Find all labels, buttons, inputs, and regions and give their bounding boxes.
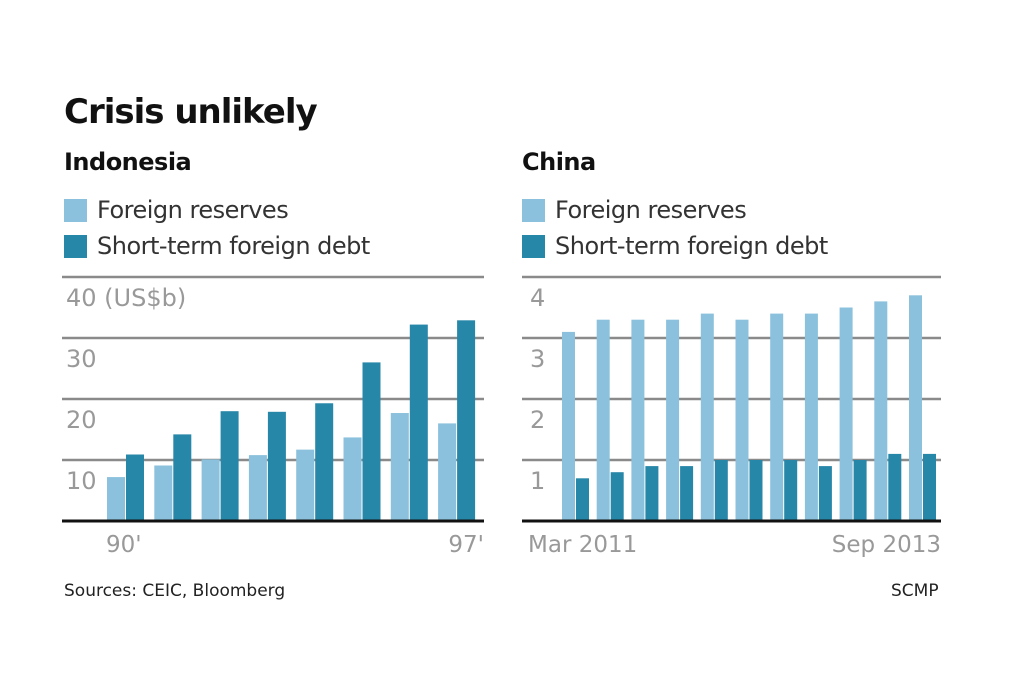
bar-reserves bbox=[770, 313, 784, 521]
bar-reserves bbox=[390, 413, 409, 521]
x-tick-label: 97' bbox=[448, 532, 484, 558]
bar-reserves bbox=[874, 301, 888, 521]
bar-debt bbox=[315, 403, 334, 521]
x-tick-label: 90' bbox=[106, 532, 142, 558]
legend-item-reserves: Foreign reserves bbox=[522, 196, 747, 224]
subtitle-indonesia: Indonesia bbox=[64, 148, 192, 176]
y-tick-label: 40 (US$b) bbox=[66, 284, 186, 312]
bar-reserves bbox=[596, 319, 610, 521]
bar-debt bbox=[409, 324, 428, 521]
legend-swatch bbox=[64, 198, 87, 222]
bar-debt bbox=[923, 453, 936, 521]
bar-reserves bbox=[343, 437, 362, 521]
legend-item-debt: Short-term foreign debt bbox=[64, 232, 370, 260]
bar-debt bbox=[362, 362, 381, 521]
bar-debt bbox=[645, 466, 659, 521]
legend-swatch bbox=[522, 198, 545, 222]
legend-label: Foreign reserves bbox=[555, 196, 747, 224]
subtitle-china: China bbox=[522, 148, 596, 176]
bar-reserves bbox=[107, 477, 125, 521]
bar-debt bbox=[818, 466, 832, 521]
bar-debt bbox=[576, 478, 589, 521]
bar-debt bbox=[267, 411, 286, 521]
bar-debt bbox=[853, 460, 867, 521]
y-tick-label: 3 bbox=[530, 345, 545, 373]
x-tick-label: Sep 2013 bbox=[832, 532, 941, 558]
y-tick-label: 30 bbox=[66, 345, 97, 373]
bar-reserves bbox=[201, 459, 220, 521]
bar-reserves bbox=[296, 449, 315, 521]
legend-item-reserves: Foreign reserves bbox=[64, 196, 289, 224]
legend-swatch bbox=[522, 234, 545, 258]
sources-note: Sources: CEIC, Bloomberg bbox=[64, 581, 286, 601]
bar-reserves bbox=[909, 295, 922, 521]
y-tick-label: 1 bbox=[530, 467, 545, 495]
bar-debt bbox=[610, 472, 624, 521]
bar-reserves bbox=[154, 465, 173, 521]
bar-debt bbox=[714, 460, 728, 521]
legend-label: Short-term foreign debt bbox=[555, 232, 828, 260]
bar-debt bbox=[173, 434, 192, 521]
bar-reserves bbox=[804, 313, 818, 521]
bar-reserves bbox=[839, 307, 853, 521]
bar-debt bbox=[126, 454, 144, 521]
bar-reserves bbox=[666, 319, 680, 521]
legend-label: Foreign reserves bbox=[97, 196, 289, 224]
y-tick-label: 10 bbox=[66, 467, 97, 495]
bar-reserves bbox=[700, 313, 714, 521]
bar-debt bbox=[457, 320, 476, 521]
credit: SCMP bbox=[891, 581, 939, 601]
bar-reserves bbox=[248, 455, 267, 521]
bar-debt bbox=[749, 460, 763, 521]
bar-debt bbox=[888, 453, 902, 521]
x-tick-label: Mar 2011 bbox=[528, 532, 637, 558]
legend-item-debt: Short-term foreign debt bbox=[522, 232, 828, 260]
bar-debt bbox=[784, 460, 798, 521]
chart-title: Crisis unlikely bbox=[64, 92, 318, 132]
bar-reserves bbox=[562, 331, 575, 521]
bar-reserves bbox=[438, 423, 457, 521]
bar-reserves bbox=[631, 319, 645, 521]
bar-debt bbox=[220, 411, 239, 521]
legend-swatch bbox=[64, 234, 87, 258]
y-tick-label: 20 bbox=[66, 406, 97, 434]
bar-debt bbox=[680, 466, 694, 521]
y-tick-label: 2 bbox=[530, 406, 545, 434]
legend-label: Short-term foreign debt bbox=[97, 232, 370, 260]
bar-reserves bbox=[735, 319, 749, 521]
y-tick-label: 4 bbox=[530, 284, 545, 312]
